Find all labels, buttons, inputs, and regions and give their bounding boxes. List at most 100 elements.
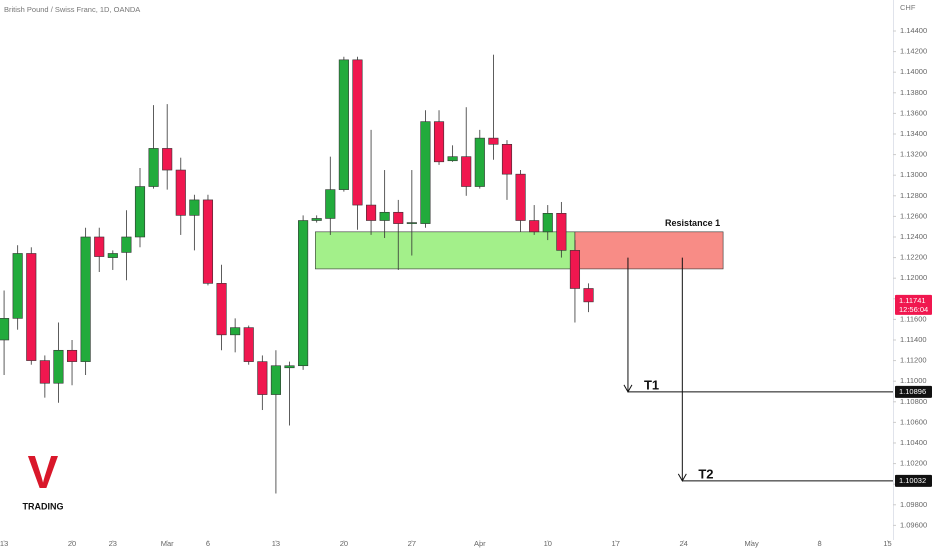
candle-body [94,236,105,257]
candle-body [569,250,581,289]
y-tick-label: 1.14000 [900,67,927,76]
currency-label: CHF [900,3,916,12]
candle-body [420,121,431,224]
target-price-label: 1.10032 [899,476,926,485]
y-tick-label: 1.11000 [900,376,927,385]
candle-body [583,288,594,303]
candle-body [189,199,200,216]
current-price-label: 1.11741 [899,296,926,305]
countdown-label: 12:56:04 [899,305,928,314]
candle-body [501,143,513,175]
candle-body [366,204,377,221]
target-price-box [895,385,932,398]
y-tick-label: 1.10400 [900,438,927,447]
x-tick-label: Apr [474,539,486,548]
y-tick-label: 1.10200 [900,459,927,468]
current-price-box [895,294,932,315]
candle-body [107,253,118,258]
y-tick-label: 1.12600 [900,211,927,220]
y-tick-label: 1.13400 [900,129,927,138]
candle-body [162,148,173,171]
x-tick-label: 13 [272,539,280,548]
candle-body [134,186,146,238]
candle-body [270,365,281,395]
y-tick-label: 1.14400 [900,26,927,35]
zone [574,231,724,270]
candle-body [243,327,254,362]
x-tick-label: 13 [0,539,8,548]
candle-body [66,349,78,362]
candle-body [298,220,309,367]
candle-body [121,236,132,253]
y-tick-label: 1.12000 [900,273,927,282]
y-tick-label: 1.09800 [900,500,927,509]
target-price-label: 1.10896 [899,387,926,396]
zone-label: Resistance 1 [665,218,720,228]
y-tick-label: 1.12400 [900,232,927,241]
y-tick-label: 1.13000 [900,170,927,179]
x-tick-label: 6 [206,539,210,548]
candle-body [0,318,10,341]
target-name: T1 [644,377,659,392]
target-price-box [895,474,932,487]
y-tick-label: 1.13800 [900,88,927,97]
x-tick-label: 27 [408,539,416,548]
candle-body [542,213,553,233]
candle-body [447,156,458,162]
x-tick-label: 15 [883,539,891,548]
candle-body [379,211,390,221]
y-tick-label: 1.11600 [900,314,927,323]
logo-text: TRADING [23,501,64,511]
chart-title: British Pound / Swiss Franc, 1D, OANDA [4,5,140,14]
candle-body [202,199,214,284]
candle-body [53,349,64,384]
x-tick-label: Mar [161,539,174,548]
y-tick-label: 1.12800 [900,191,927,200]
candle-body [515,173,526,221]
candle-body [529,220,540,233]
y-tick-label: 1.11400 [900,335,927,344]
zone [315,231,576,270]
x-tick-label: 24 [680,539,688,548]
candle-body [488,137,499,145]
logo-mark: V [28,446,59,498]
candle-body [461,156,472,187]
candle-body [230,327,241,336]
x-tick-label: 20 [340,539,348,548]
y-tick-label: 1.10600 [900,417,927,426]
candle-body [433,121,445,163]
candle-body [556,213,567,251]
candle-body [175,169,186,216]
candle-body [39,360,50,384]
y-tick-label: 1.14200 [900,47,927,56]
x-tick-label: 8 [818,539,822,548]
candle-body [80,236,91,362]
candle-body [325,189,336,219]
candle-body [12,253,23,319]
candle-body [338,59,349,190]
target-name: T2 [698,466,713,481]
y-tick-label: 1.09600 [900,520,927,529]
candle-body [216,283,227,336]
candle-body [26,253,37,361]
candle-body [257,361,268,395]
candle-body [406,222,417,224]
candle-body [352,59,363,206]
candle-body [148,148,159,187]
x-tick-label: 23 [109,539,117,548]
y-tick-label: 1.10800 [900,397,927,406]
x-tick-label: 20 [68,539,76,548]
y-tick-label: 1.13600 [900,108,927,117]
candle-body [284,365,295,369]
y-tick-label: 1.13200 [900,150,927,159]
candle-body [393,211,404,224]
x-tick-label: 17 [612,539,620,548]
candle-body [474,137,485,187]
x-tick-label: 10 [544,539,552,548]
x-tick-label: May [745,539,759,548]
candle-body [311,218,322,221]
y-tick-label: 1.11200 [900,356,927,365]
y-tick-label: 1.12200 [900,253,927,262]
